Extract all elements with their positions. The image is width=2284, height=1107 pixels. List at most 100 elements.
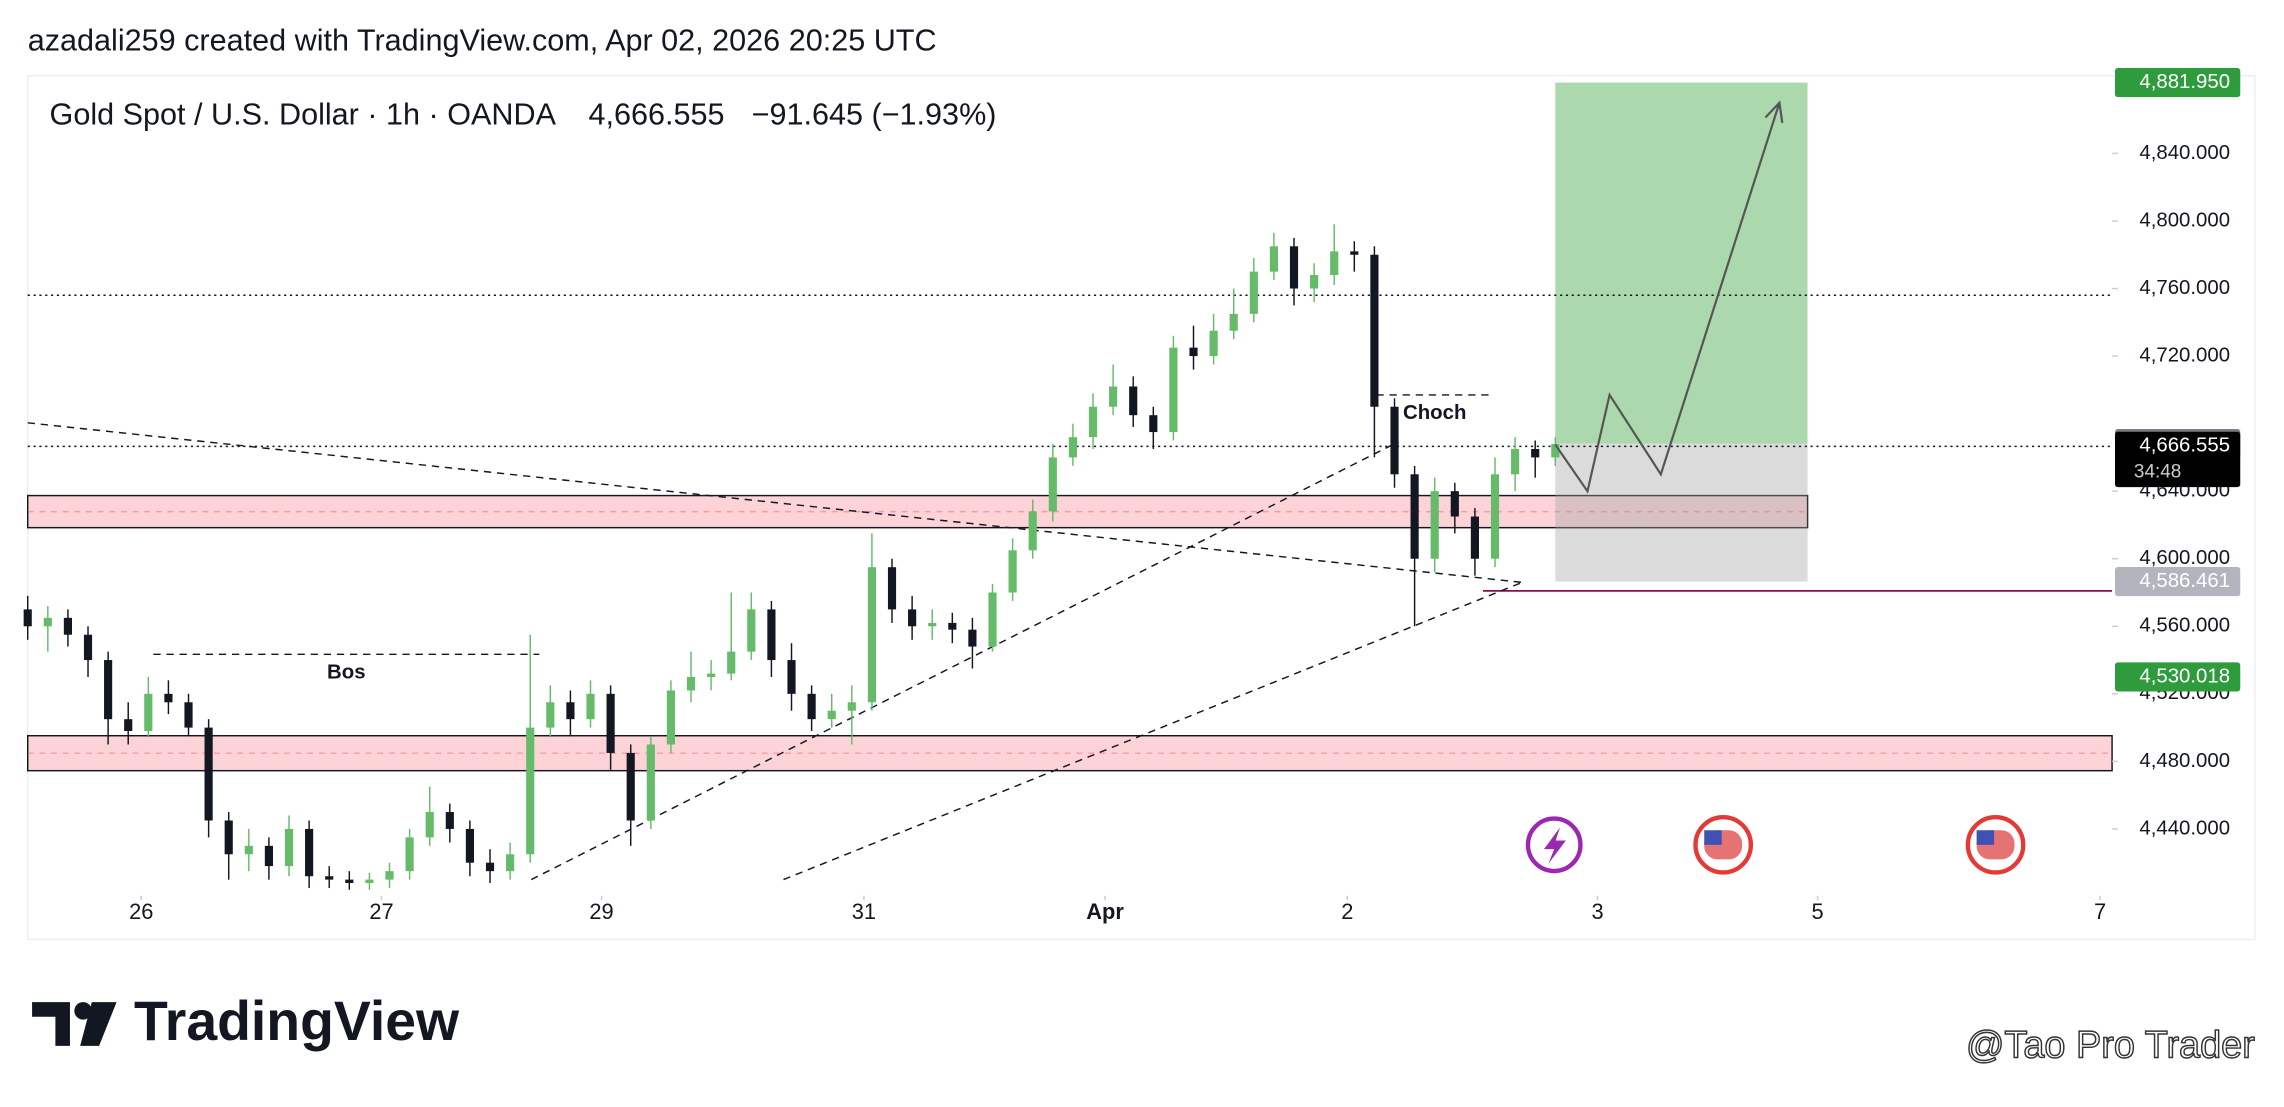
- y-tick-label: 4,720.000: [2139, 344, 2230, 366]
- candle-body: [928, 622, 937, 627]
- candle-body: [506, 854, 515, 872]
- plot: BosChoch4,440.0004,480.0004,520.0004,560…: [23, 68, 2241, 924]
- candle-body: [666, 690, 675, 745]
- candle-body: [1370, 254, 1379, 407]
- x-tick-label: Apr: [1086, 899, 1124, 924]
- price-label: 4,881.950: [2139, 71, 2230, 93]
- y-tick-label: 4,440.000: [2139, 817, 2230, 839]
- candle-body: [1330, 251, 1339, 276]
- price-label-bg: [2114, 567, 2241, 597]
- candle-body: [686, 676, 696, 691]
- candle-body: [1169, 347, 1178, 433]
- y-tick-label: 4,600.000: [2139, 547, 2230, 569]
- candle-body: [144, 693, 153, 731]
- candle-body: [767, 609, 776, 661]
- zone: [26, 494, 1809, 529]
- candle-body: [325, 876, 334, 880]
- projection-arrowhead: [1764, 100, 1784, 124]
- watermark: @Tao Pro Trader: [1966, 1024, 2255, 1066]
- candle-body: [1088, 406, 1098, 438]
- candle-body: [425, 812, 434, 838]
- x-tick-label: 31: [852, 899, 876, 924]
- x-tick-label: 29: [589, 899, 613, 924]
- candle-body: [1551, 443, 1560, 458]
- candle-body: [23, 609, 32, 627]
- candle-body: [827, 710, 836, 720]
- candle-body: [485, 862, 495, 872]
- candle-body: [988, 592, 997, 647]
- countdown: 34:48: [2134, 462, 2181, 483]
- x-tick-label: 2: [1341, 899, 1353, 924]
- candle-body: [104, 660, 113, 720]
- candle-body: [1511, 448, 1520, 475]
- candle-body: [284, 828, 294, 867]
- candle-body: [566, 702, 575, 720]
- candle-body: [646, 744, 655, 821]
- price-label-bg: [2114, 662, 2241, 692]
- candle-body: [727, 651, 736, 674]
- candle-body: [606, 693, 615, 753]
- candle-body: [1430, 491, 1439, 559]
- x-tick-label: 5: [1812, 899, 1824, 924]
- event-icons: [1525, 814, 2026, 875]
- candle-body: [1470, 516, 1479, 559]
- candle-body: [1531, 448, 1540, 458]
- candle-body: [626, 752, 635, 821]
- candle-body: [1048, 457, 1057, 512]
- candle-body: [1289, 246, 1299, 289]
- candle-body: [1249, 271, 1258, 314]
- change: −91.645 (−1.93%): [752, 98, 997, 132]
- symbol: Gold Spot / U.S. Dollar · 1h · OANDA: [50, 98, 557, 132]
- candle-body: [1189, 347, 1198, 357]
- candle-body: [184, 702, 193, 728]
- candle-body: [405, 837, 414, 872]
- candle-body: [345, 879, 354, 883]
- candle-body: [1028, 511, 1037, 551]
- candle-body: [83, 634, 93, 661]
- candle-body: [1310, 275, 1319, 289]
- candle-body: [1068, 437, 1077, 458]
- candle-body: [526, 727, 535, 855]
- price-label-bg: [2114, 68, 2241, 98]
- candle-body: [1229, 313, 1238, 331]
- candle-body: [1129, 386, 1138, 416]
- candle-body: [1008, 550, 1017, 593]
- candle-body: [1410, 474, 1419, 559]
- candle-body: [244, 845, 253, 855]
- candle-body: [264, 845, 273, 867]
- candle-body: [385, 871, 394, 880]
- candle-body: [546, 702, 555, 728]
- candle-body: [164, 693, 173, 703]
- structure-label: Bos: [327, 662, 365, 684]
- y-tick-label: 4,800.000: [2139, 209, 2230, 231]
- logo: [32, 1002, 117, 1046]
- x-tick-label: 27: [369, 899, 393, 924]
- candle-body: [1450, 491, 1459, 517]
- candle-body: [787, 660, 796, 694]
- stop-box: [1555, 443, 1808, 582]
- candle-body: [204, 727, 213, 821]
- candle-body: [63, 617, 72, 635]
- candle-body: [586, 693, 595, 720]
- x-tick-label: 26: [129, 899, 153, 924]
- candle-body: [305, 828, 314, 877]
- candle-body: [707, 673, 716, 677]
- current-price-bg: [2114, 431, 2241, 488]
- candle-body: [807, 693, 816, 720]
- candle-body: [465, 828, 474, 863]
- candle-body: [365, 879, 374, 883]
- candle-body: [1390, 406, 1399, 475]
- candle-body: [1149, 415, 1158, 433]
- x-tick-label: 3: [1591, 899, 1603, 924]
- candle-body: [887, 567, 897, 610]
- credit: azadali259 created with TradingView.com,…: [28, 23, 937, 57]
- structure-label: Choch: [1403, 402, 1466, 424]
- candle-body: [948, 622, 957, 630]
- price-label: 4,586.461: [2139, 570, 2230, 592]
- candle-body: [1350, 251, 1359, 255]
- candle-body: [1269, 246, 1278, 272]
- current-price-label: 4,666.555: [2139, 435, 2230, 457]
- candle-body: [968, 629, 977, 647]
